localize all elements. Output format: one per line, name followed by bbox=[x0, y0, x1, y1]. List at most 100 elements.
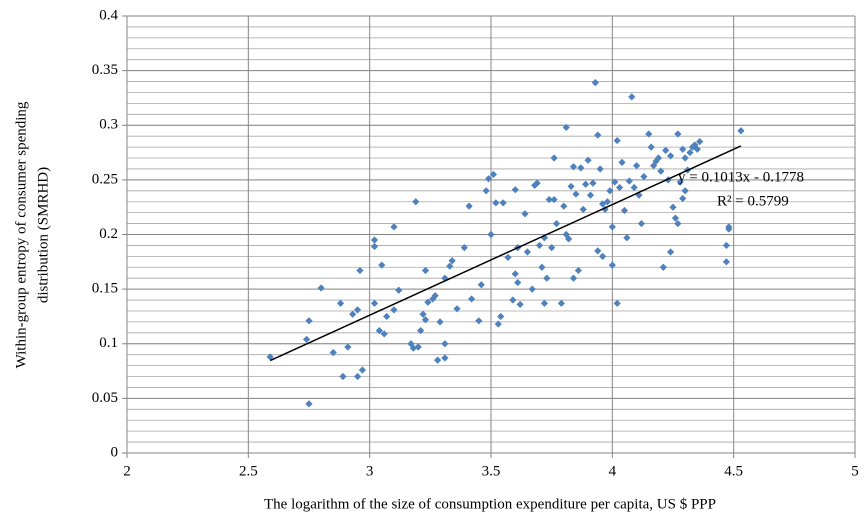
data-point bbox=[611, 178, 619, 186]
data-point bbox=[725, 223, 733, 231]
data-point bbox=[395, 286, 403, 294]
data-point bbox=[528, 285, 536, 293]
data-point bbox=[465, 202, 473, 210]
data-point bbox=[460, 244, 468, 252]
data-point bbox=[370, 236, 379, 244]
data-point bbox=[696, 138, 704, 146]
data-point bbox=[579, 205, 587, 213]
data-point bbox=[424, 298, 432, 306]
data-point bbox=[344, 343, 352, 351]
data-point bbox=[349, 310, 357, 318]
data-point bbox=[358, 366, 366, 374]
data-point bbox=[523, 248, 531, 256]
data-point bbox=[494, 320, 502, 328]
y-tick-label: 0.2 bbox=[99, 226, 118, 242]
data-point bbox=[390, 306, 398, 314]
data-point bbox=[417, 327, 425, 335]
trendline-r-squared: R² = 0.5799 bbox=[717, 193, 789, 209]
data-point bbox=[645, 130, 653, 138]
data-point bbox=[448, 257, 456, 265]
data-point bbox=[620, 206, 629, 215]
data-point bbox=[659, 263, 667, 271]
data-point bbox=[329, 348, 337, 357]
data-point bbox=[574, 266, 582, 275]
data-point bbox=[669, 203, 677, 211]
data-point bbox=[499, 199, 507, 207]
data-point bbox=[722, 258, 730, 266]
data-point bbox=[674, 130, 682, 138]
data-point bbox=[421, 316, 430, 324]
data-point bbox=[412, 198, 420, 206]
data-point bbox=[686, 148, 694, 157]
data-point bbox=[511, 186, 519, 194]
x-tick-label: 3.5 bbox=[482, 463, 501, 479]
data-point bbox=[390, 223, 398, 231]
data-point bbox=[606, 187, 614, 195]
data-point bbox=[535, 241, 544, 250]
data-point bbox=[569, 163, 578, 171]
data-point bbox=[521, 210, 529, 218]
data-point bbox=[353, 372, 362, 381]
data-point bbox=[647, 143, 655, 151]
data-point bbox=[545, 195, 553, 204]
data-point bbox=[339, 372, 347, 381]
data-point bbox=[613, 299, 621, 307]
data-point bbox=[516, 300, 524, 309]
data-point bbox=[594, 131, 602, 139]
data-point bbox=[302, 335, 311, 343]
data-point bbox=[543, 274, 551, 282]
data-point bbox=[577, 164, 585, 172]
data-point bbox=[441, 354, 449, 362]
y-tick-label: 0.25 bbox=[92, 171, 118, 187]
data-point bbox=[591, 79, 599, 87]
y-tick-label: 0.35 bbox=[92, 62, 118, 78]
data-point bbox=[676, 178, 684, 186]
data-point bbox=[596, 165, 604, 173]
data-point bbox=[557, 299, 565, 307]
data-point bbox=[504, 253, 512, 262]
data-point bbox=[552, 219, 561, 228]
data-point bbox=[640, 172, 648, 181]
data-point bbox=[550, 195, 558, 204]
y-tick-label: 0 bbox=[111, 444, 119, 460]
data-point bbox=[613, 136, 621, 145]
data-point bbox=[586, 191, 595, 199]
data-point bbox=[409, 344, 417, 352]
data-point bbox=[722, 241, 730, 250]
data-point bbox=[353, 306, 362, 314]
data-point bbox=[560, 202, 568, 210]
data-point bbox=[380, 330, 388, 338]
data-point bbox=[679, 194, 687, 203]
data-point bbox=[375, 327, 383, 335]
y-axis-title-line: distribution (SMRHD) bbox=[35, 167, 51, 303]
data-point bbox=[562, 123, 570, 132]
data-point bbox=[336, 299, 345, 307]
data-point bbox=[370, 242, 379, 251]
data-point bbox=[540, 299, 548, 307]
y-tick-label: 0.05 bbox=[92, 390, 118, 406]
y-tick-label: 0.15 bbox=[92, 281, 118, 297]
data-point bbox=[511, 270, 519, 278]
data-point bbox=[608, 223, 616, 231]
trendline bbox=[269, 145, 742, 362]
data-point bbox=[630, 183, 638, 192]
data-point bbox=[475, 317, 483, 325]
data-point bbox=[608, 261, 616, 269]
data-point bbox=[569, 274, 578, 282]
data-point bbox=[487, 230, 495, 239]
y-tick-label: 0.3 bbox=[99, 117, 118, 133]
data-point bbox=[584, 156, 592, 164]
x-tick-label: 2.5 bbox=[239, 463, 258, 479]
data-point bbox=[567, 182, 575, 191]
data-point bbox=[477, 281, 485, 289]
data-point bbox=[625, 177, 633, 185]
data-point bbox=[434, 356, 442, 364]
x-tick-label: 4 bbox=[609, 463, 617, 479]
data-point bbox=[599, 252, 607, 260]
data-point bbox=[421, 266, 430, 275]
data-point bbox=[533, 179, 541, 187]
data-point bbox=[628, 93, 636, 101]
y-tick-label: 0.1 bbox=[99, 335, 118, 351]
data-point bbox=[484, 175, 493, 183]
